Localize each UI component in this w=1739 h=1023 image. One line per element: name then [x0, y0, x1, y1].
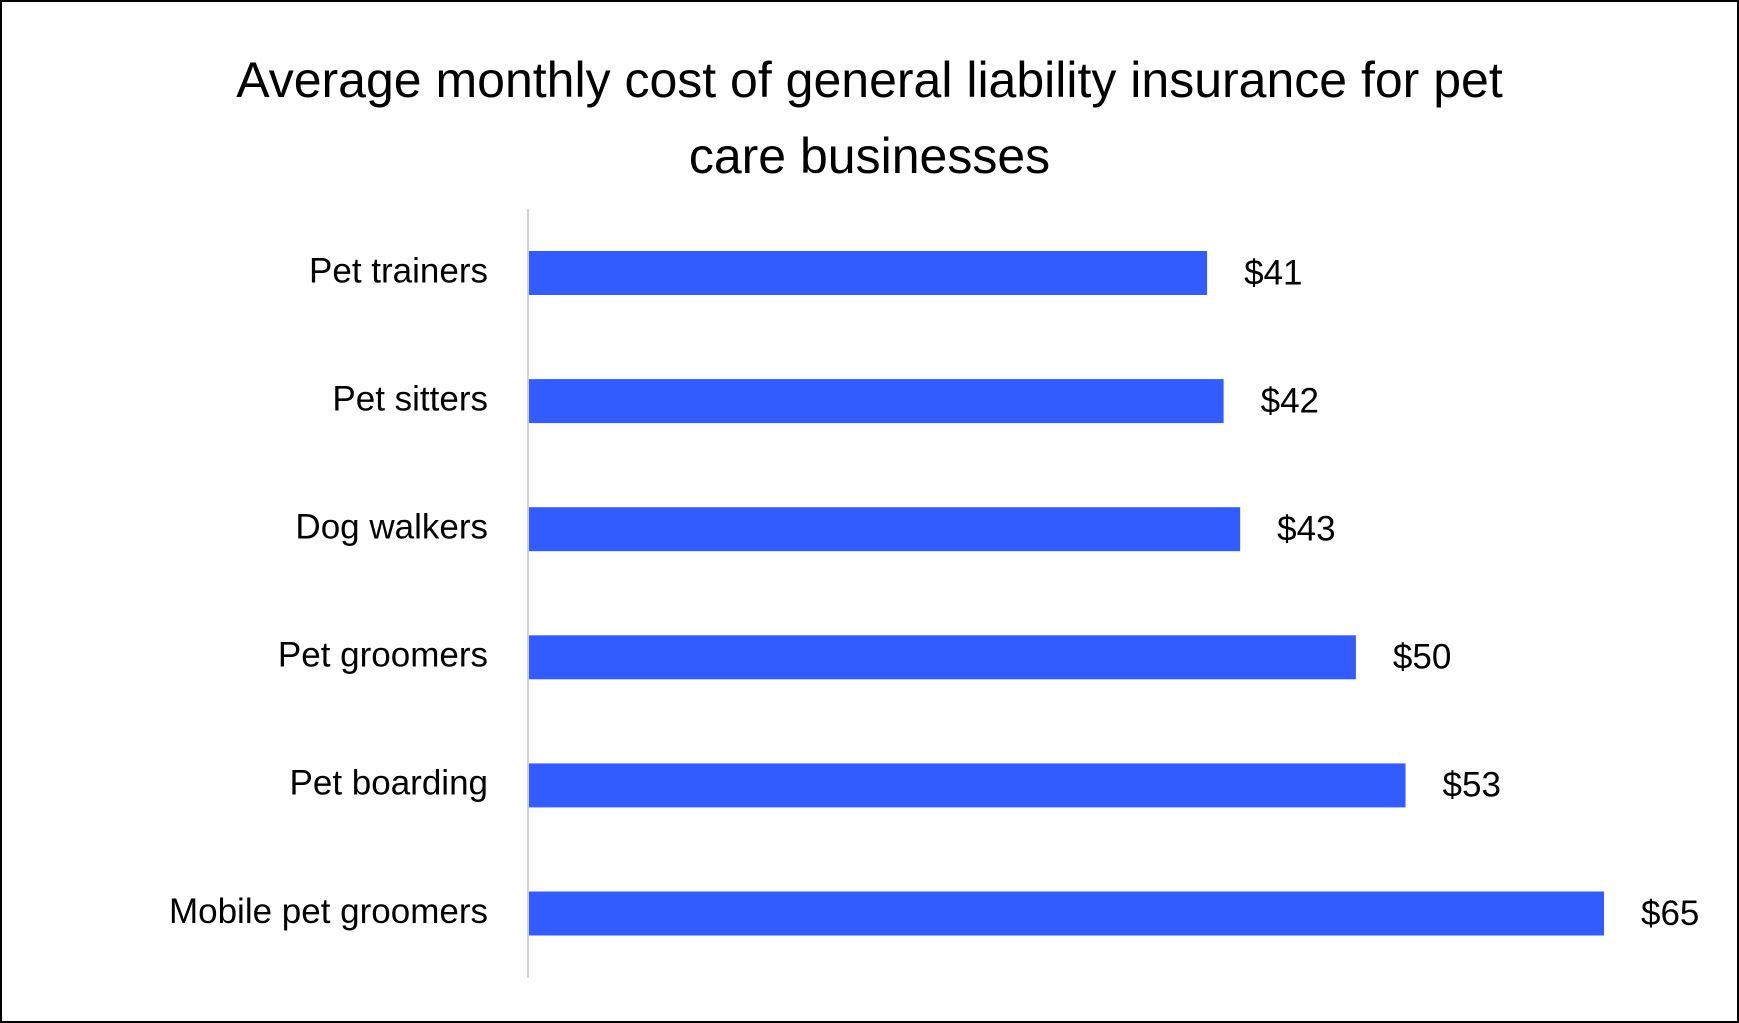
y-tick-label: Dog walkers [295, 507, 488, 546]
data-label: $41 [1244, 253, 1302, 292]
y-tick-label: Pet boarding [290, 764, 488, 803]
bar [529, 763, 1406, 808]
data-label: $43 [1277, 509, 1335, 548]
y-tick-label: Pet groomers [278, 636, 488, 675]
bar [529, 379, 1224, 424]
data-label: $50 [1393, 638, 1451, 677]
data-label: $53 [1443, 766, 1501, 805]
y-tick-label: Mobile pet groomers [169, 892, 488, 931]
data-label: $42 [1261, 381, 1319, 420]
bar [529, 891, 1604, 936]
data-label: $65 [1641, 894, 1699, 933]
y-tick-label: Pet sitters [332, 379, 488, 418]
bar [529, 251, 1208, 295]
bar [529, 507, 1241, 552]
chart-title: Average monthly cost of general liabilit… [236, 52, 1503, 184]
bar [529, 635, 1356, 680]
y-tick-label: Pet trainers [309, 251, 488, 290]
